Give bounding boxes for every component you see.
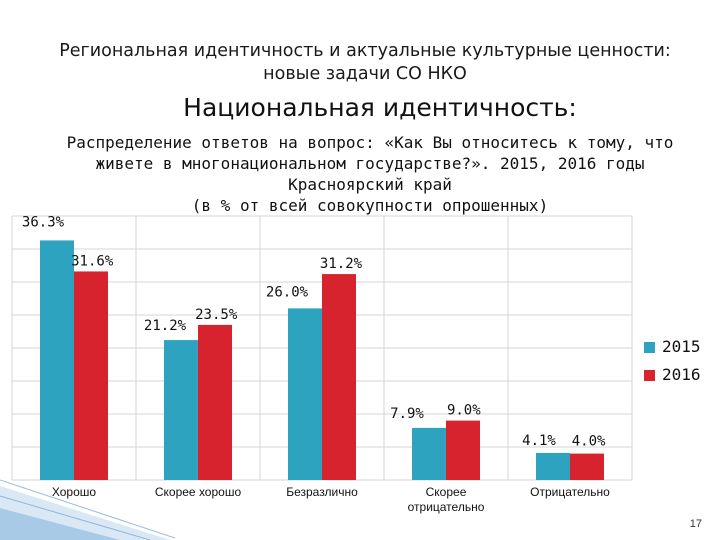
- page-number: 17: [689, 518, 702, 530]
- data-label-2015: 26.0%: [266, 284, 309, 300]
- data-label-2015: 21.2%: [144, 318, 187, 334]
- x-tick-label: отрицательно: [408, 500, 485, 514]
- x-tick-label: Скорее: [426, 485, 467, 499]
- data-label-2015: 36.3%: [22, 214, 65, 230]
- chart-title-line-4: (в % от всей совокупности опрошенных): [191, 196, 549, 215]
- bar-2016: [322, 274, 356, 480]
- bar-2015: [164, 340, 198, 480]
- x-tick-label: Хорошо: [52, 485, 97, 499]
- x-tick-label: Безразлично: [286, 485, 358, 499]
- corner-decoration: [0, 479, 176, 540]
- data-label-2016: 9.0%: [447, 403, 481, 419]
- chart-title-line-3: Красноярский край: [288, 175, 452, 194]
- chart-title: Распределение ответов на вопрос: «Как Вы…: [40, 132, 700, 216]
- data-label-2016: 4.0%: [572, 434, 606, 450]
- bar-2015: [40, 240, 74, 480]
- x-tick-label: Отрицательно: [530, 485, 610, 499]
- slide-header: Региональная идентичность и актуальные к…: [40, 40, 690, 86]
- header-line-1: Региональная идентичность и актуальные к…: [59, 41, 671, 61]
- data-label-2016: 23.5%: [195, 307, 238, 323]
- header-line-2: новые задачи СО НКО: [263, 64, 467, 84]
- x-tick-label: Скорее хорошо: [155, 485, 242, 499]
- bar-2016: [446, 420, 480, 480]
- legend-label-2015: 2015: [662, 337, 701, 356]
- chart-title-line-2: живете в многонациональном государстве?»…: [95, 154, 645, 173]
- bar-2015: [536, 452, 570, 480]
- bar-2016: [74, 271, 108, 480]
- legend-swatch-2015: [644, 342, 655, 353]
- bar-2016: [570, 453, 604, 480]
- data-label-2015: 4.1%: [522, 433, 556, 449]
- data-label-2015: 7.9%: [390, 406, 424, 422]
- bar-2016: [198, 324, 232, 480]
- bar-2015: [288, 308, 322, 480]
- data-label-2016: 31.6%: [71, 253, 114, 269]
- data-label-2016: 31.2%: [320, 256, 363, 272]
- legend-label-2016: 2016: [662, 365, 701, 384]
- slide-title: Национальная идентичность:: [183, 93, 577, 122]
- legend-swatch-2016: [644, 370, 655, 381]
- chart-title-line-1: Распределение ответов на вопрос: «Как Вы…: [66, 133, 674, 152]
- bar-2015: [412, 427, 446, 480]
